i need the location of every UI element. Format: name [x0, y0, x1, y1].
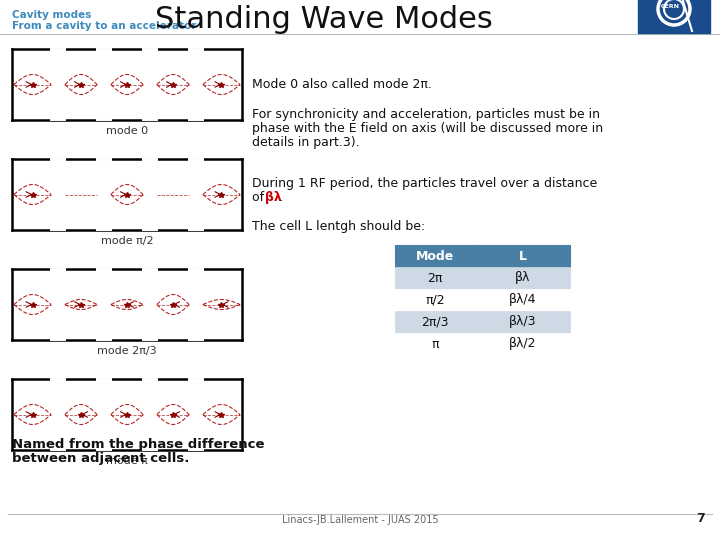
Bar [475, 289, 570, 311]
Text: .: . [279, 191, 283, 204]
Bar [97, 49, 111, 80]
Bar [97, 89, 111, 120]
Text: 7: 7 [696, 512, 705, 525]
Bar [143, 159, 157, 191]
Bar [189, 49, 203, 80]
Bar [395, 311, 475, 333]
Text: βλ: βλ [265, 191, 282, 204]
Bar [638, 0, 710, 33]
Bar [143, 418, 157, 450]
Text: L: L [518, 249, 526, 262]
Bar [51, 199, 65, 230]
Bar [97, 418, 111, 450]
Text: phase with the E field on axis (will be discussed more in: phase with the E field on axis (will be … [252, 122, 603, 135]
Text: During 1 RF period, the particles travel over a distance: During 1 RF period, the particles travel… [252, 177, 598, 190]
Bar [12, 157, 242, 232]
Bar [189, 89, 203, 120]
Text: mode 2π/3: mode 2π/3 [97, 346, 157, 356]
Bar [189, 269, 203, 300]
Text: π/2: π/2 [426, 294, 445, 307]
Text: details in part.3).: details in part.3). [252, 136, 359, 149]
Bar [475, 267, 570, 289]
Bar [143, 308, 157, 340]
Text: mode π/2: mode π/2 [101, 236, 153, 246]
Bar [12, 267, 242, 342]
Bar [51, 49, 65, 80]
Bar [51, 379, 65, 410]
Text: 2π/3: 2π/3 [421, 315, 449, 328]
Bar [97, 159, 111, 191]
Text: Named from the phase difference: Named from the phase difference [12, 438, 264, 451]
Bar [12, 47, 242, 122]
Text: 2π: 2π [427, 272, 443, 285]
Bar [395, 289, 475, 311]
Text: of: of [252, 191, 268, 204]
Text: Linacs-JB.Lallement - JUAS 2015: Linacs-JB.Lallement - JUAS 2015 [282, 515, 438, 525]
Bar [189, 379, 203, 410]
Text: Standing Wave Modes: Standing Wave Modes [155, 5, 492, 34]
Bar [395, 267, 475, 289]
Text: The cell L lentgh should be:: The cell L lentgh should be: [252, 220, 426, 233]
Bar [395, 245, 475, 267]
Bar [51, 159, 65, 191]
Bar [189, 199, 203, 230]
Text: between adjacent cells.: between adjacent cells. [12, 452, 189, 465]
Text: βλ: βλ [515, 272, 530, 285]
Bar [189, 159, 203, 191]
Bar [143, 199, 157, 230]
Bar [475, 311, 570, 333]
Text: From a cavity to an accelerator: From a cavity to an accelerator [12, 21, 197, 31]
Bar [51, 308, 65, 340]
Text: βλ/4: βλ/4 [509, 294, 536, 307]
Bar [395, 333, 475, 355]
Bar [475, 245, 570, 267]
Bar [640, 0, 708, 31]
Bar [475, 333, 570, 355]
Bar [143, 379, 157, 410]
Bar [143, 269, 157, 300]
Text: Mode: Mode [416, 249, 454, 262]
Text: π: π [431, 338, 438, 350]
Text: Cavity modes: Cavity modes [12, 10, 91, 20]
Bar [143, 89, 157, 120]
Bar [143, 49, 157, 80]
Bar [12, 377, 242, 452]
Text: βλ/3: βλ/3 [509, 315, 536, 328]
Bar [189, 308, 203, 340]
Text: mode 0: mode 0 [106, 126, 148, 136]
Text: Mode 0 also called mode 2π.: Mode 0 also called mode 2π. [252, 78, 432, 91]
Bar [189, 418, 203, 450]
Text: mode π: mode π [106, 456, 148, 466]
Bar [97, 269, 111, 300]
Bar [97, 379, 111, 410]
Bar [97, 308, 111, 340]
Text: βλ/2: βλ/2 [509, 338, 536, 350]
Bar [51, 418, 65, 450]
Bar [51, 269, 65, 300]
Text: For synchronicity and acceleration, particles must be in: For synchronicity and acceleration, part… [252, 108, 600, 121]
Bar [51, 89, 65, 120]
Bar [97, 199, 111, 230]
Text: CERN: CERN [660, 3, 680, 9]
